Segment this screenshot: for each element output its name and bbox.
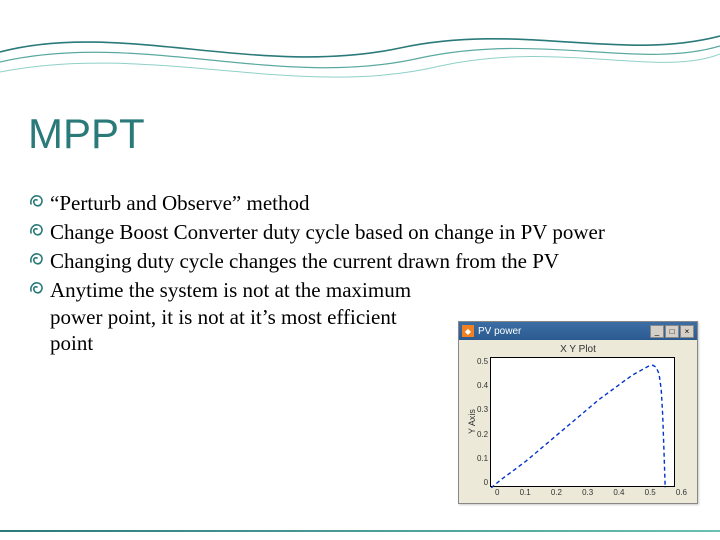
- chart-body: X Y Plot Y Axis 0.5 0.4 0.3 0.2 0.1 0 0 0.1 0.2…: [459, 340, 697, 503]
- page-title: MPPT: [28, 110, 145, 158]
- chart-xtick: 0: [495, 488, 499, 497]
- pv-power-chart-window: ◆ PV power _ □ × X Y Plot Y Axis 0.50.40…: [458, 321, 698, 504]
- chart-ytick: 0: [477, 478, 488, 487]
- chart-xticks: 0 0.1 0.2 0.3 0.4 0.5 0.6: [495, 488, 687, 497]
- chart-yticks: 0.5 0.4 0.3 0.2 0.1 0: [477, 357, 490, 487]
- header-wave: [0, 0, 720, 110]
- chart-xtick: 0.4: [613, 488, 624, 497]
- chart-plot-title: X Y Plot: [465, 344, 691, 355]
- bullet-text: “Perturb and Observe” method: [50, 190, 310, 217]
- chart-yaxis-label: Y Axis: [465, 357, 477, 487]
- swirl-bullet-icon: [28, 250, 46, 268]
- footer-accent-line: [0, 530, 720, 532]
- chart-plot-area: [490, 357, 675, 487]
- list-item: Changing duty cycle changes the current …: [28, 248, 692, 275]
- bullet-text: Anytime the system is not at the maximum…: [50, 277, 420, 358]
- swirl-bullet-icon: [28, 221, 46, 239]
- chart-xtick: 0.1: [520, 488, 531, 497]
- minimize-button[interactable]: _: [650, 325, 664, 338]
- swirl-bullet-icon: [28, 192, 46, 210]
- chart-ytick: 0.2: [477, 430, 488, 439]
- chart-xtick: 0.6: [676, 488, 687, 497]
- swirl-bullet-icon: [28, 279, 46, 297]
- list-item: Change Boost Converter duty cycle based …: [28, 219, 692, 246]
- chart-line-svg: [491, 358, 676, 488]
- chart-ytick: 0.5: [477, 357, 488, 366]
- bullet-text: Changing duty cycle changes the current …: [50, 248, 559, 275]
- chart-titlebar: ◆ PV power _ □ ×: [459, 322, 697, 340]
- list-item: “Perturb and Observe” method: [28, 190, 692, 217]
- matlab-icon: ◆: [462, 325, 474, 337]
- chart-xtick: 0.5: [645, 488, 656, 497]
- close-button[interactable]: ×: [680, 325, 694, 338]
- chart-window-title: PV power: [478, 326, 650, 337]
- bullet-text: Change Boost Converter duty cycle based …: [50, 219, 605, 246]
- chart-ytick: 0.4: [477, 381, 488, 390]
- chart-ytick: 0.3: [477, 405, 488, 414]
- chart-xtick: 0.3: [582, 488, 593, 497]
- chart-xtick: 0.2: [551, 488, 562, 497]
- maximize-button[interactable]: □: [665, 325, 679, 338]
- chart-ytick: 0.1: [477, 454, 488, 463]
